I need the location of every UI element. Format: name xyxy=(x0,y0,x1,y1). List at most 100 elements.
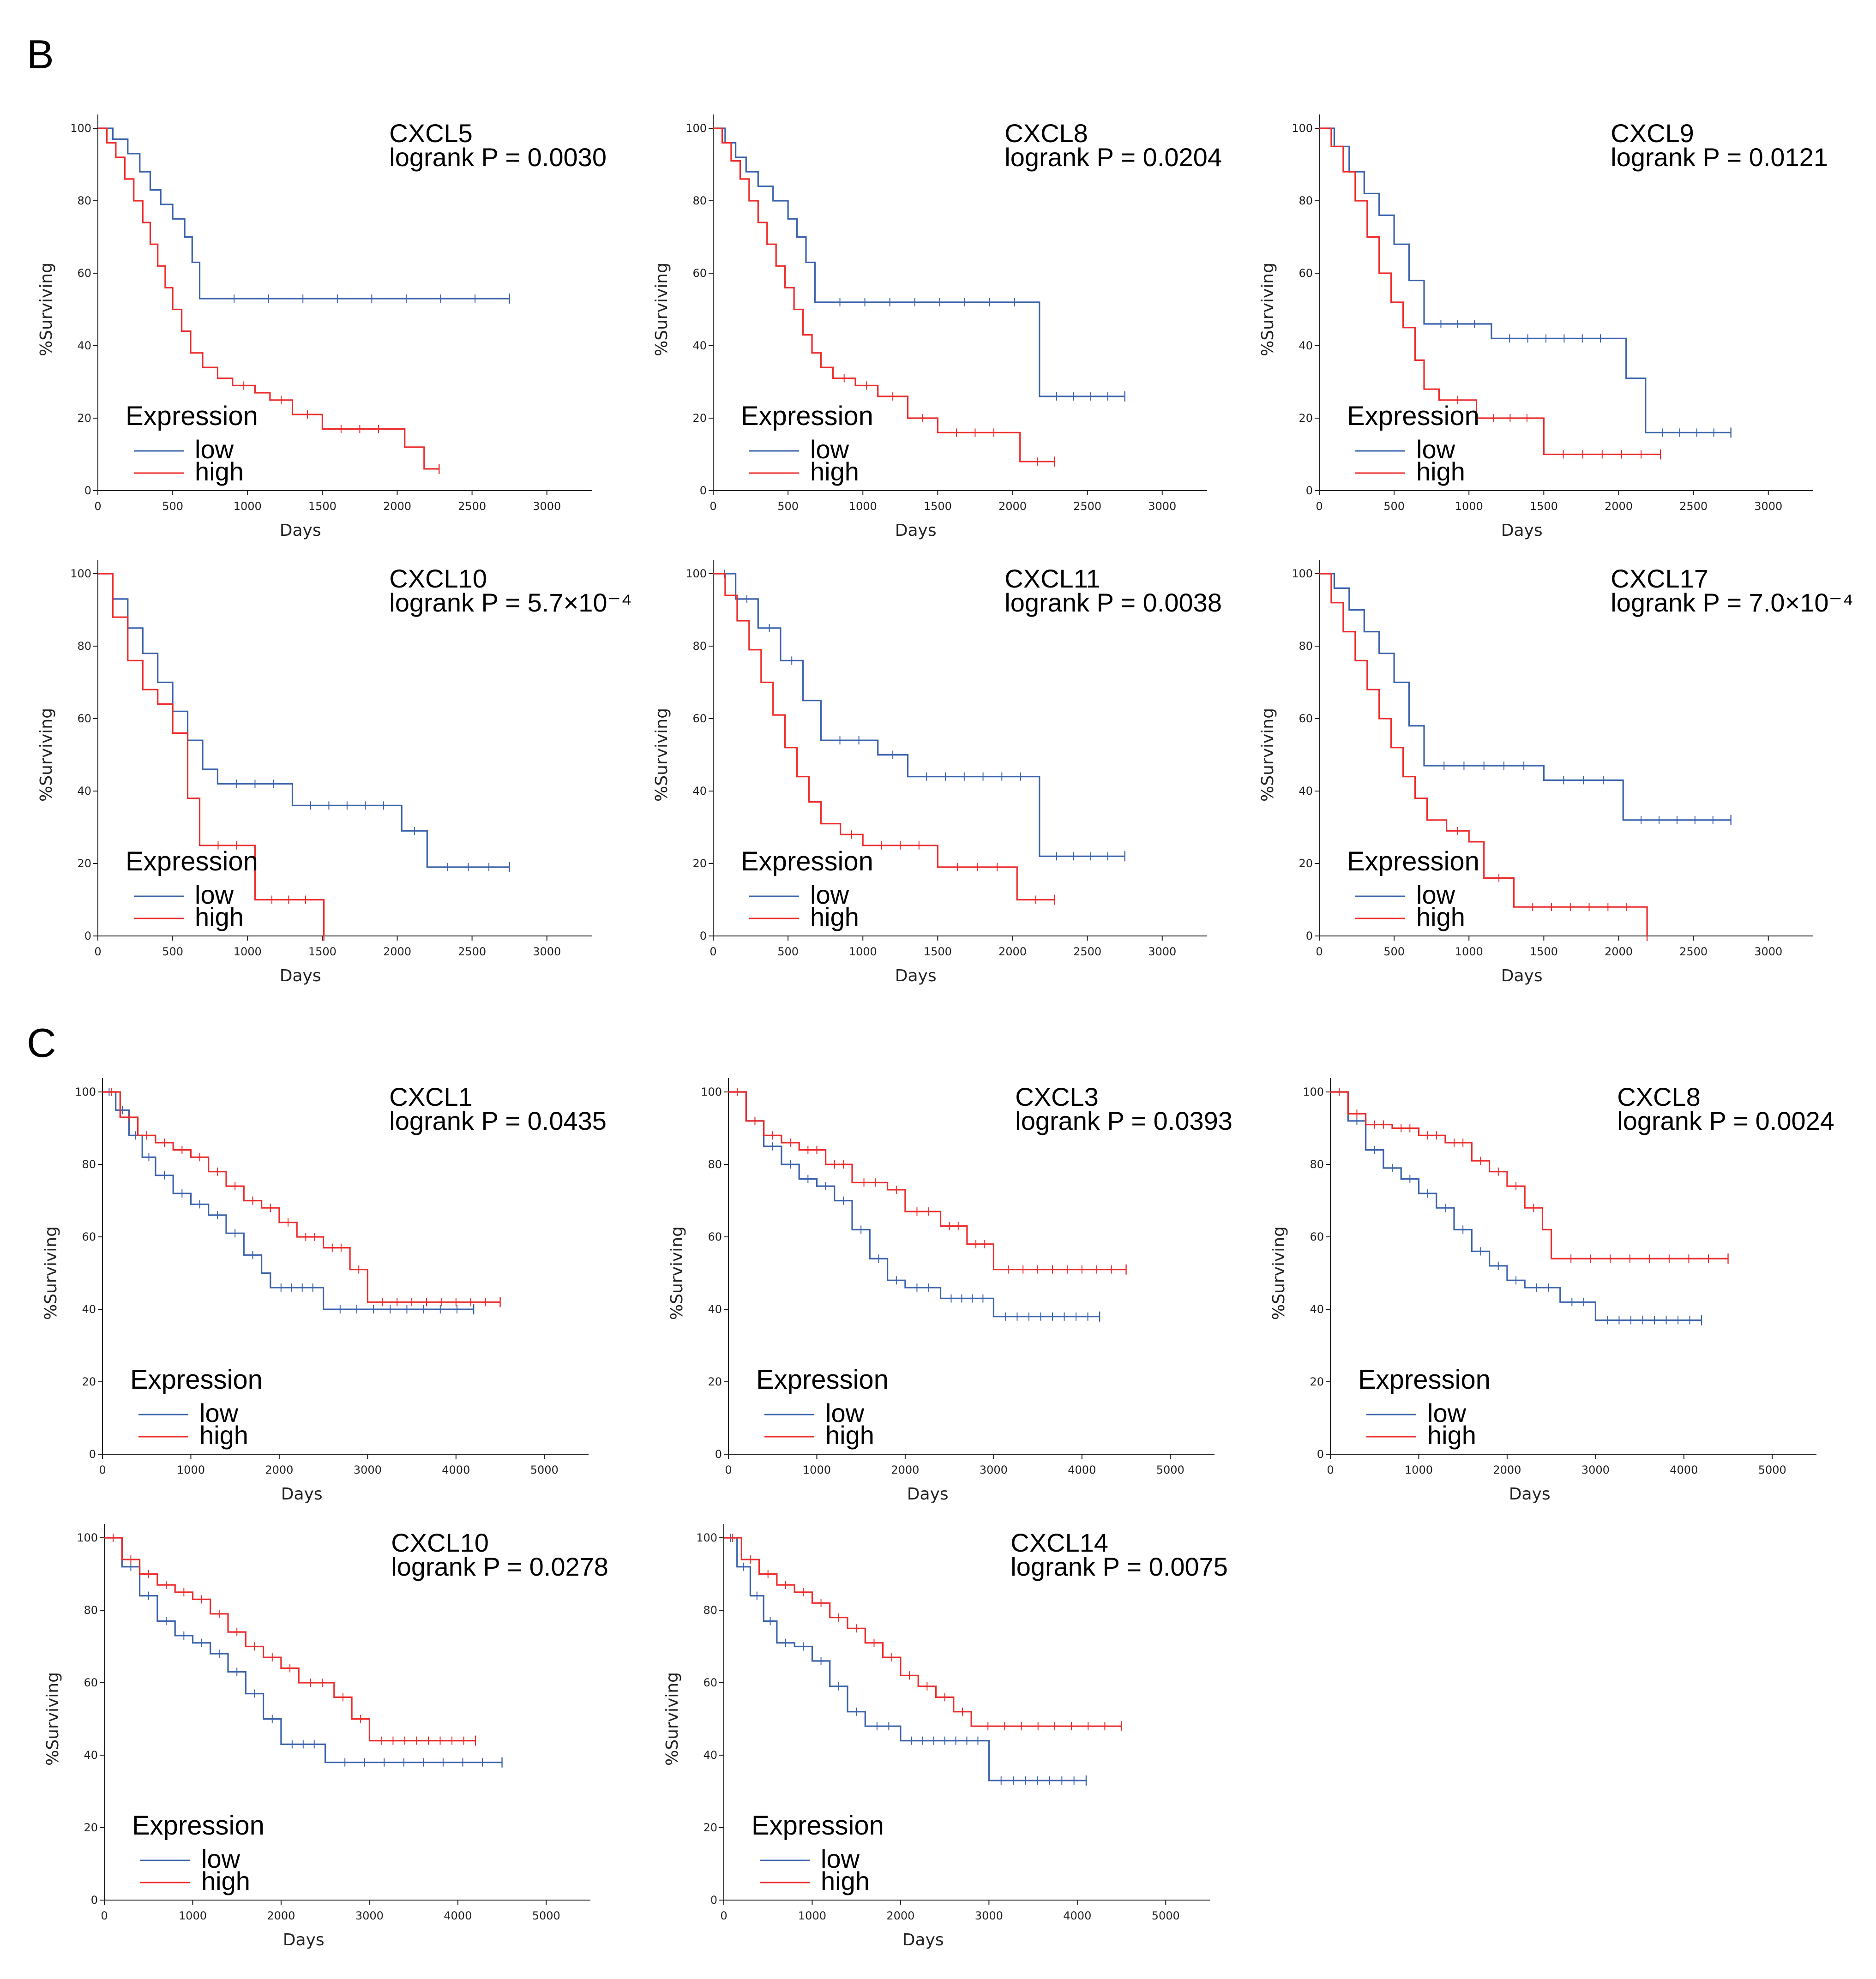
x-tick-label: 2000 xyxy=(383,500,411,513)
legend-label-high: high xyxy=(810,457,859,486)
y-tick-label: 20 xyxy=(84,1821,98,1834)
y-tick-label: 100 xyxy=(70,122,91,135)
legend-title: Expression xyxy=(741,401,873,431)
x-tick-label: 2000 xyxy=(267,1909,295,1922)
legend-label-low: low xyxy=(201,1844,241,1873)
y-tick-label: 100 xyxy=(75,1085,96,1098)
y-tick-label: 40 xyxy=(1310,1303,1324,1316)
x-tick-label: 4000 xyxy=(1068,1463,1096,1476)
x-tick-label: 3000 xyxy=(1754,945,1782,958)
legend-label-low: low xyxy=(199,1398,239,1427)
y-tick-label: 0 xyxy=(84,484,91,497)
x-tick-label: 2000 xyxy=(1605,500,1633,513)
y-tick-label: 100 xyxy=(1303,1085,1324,1098)
gene-name: CXCL10 xyxy=(391,1528,489,1557)
logrank-pvalue: logrank P = 0.0038 xyxy=(1004,588,1222,617)
x-tick-label: 5000 xyxy=(1152,1909,1180,1922)
y-tick-label: 60 xyxy=(1310,1230,1324,1243)
y-tick-label: 40 xyxy=(77,339,91,352)
censor-marks-high xyxy=(1457,396,1661,460)
y-tick-label: 40 xyxy=(1299,339,1313,352)
y-tick-label: 60 xyxy=(77,267,91,280)
logrank-pvalue: logrank P = 0.0030 xyxy=(389,143,607,172)
x-tick-label: 0 xyxy=(710,945,716,958)
survival-curve-high xyxy=(98,127,439,470)
y-tick-label: 100 xyxy=(685,567,707,580)
y-axis-title: %Surviving xyxy=(37,263,56,356)
survival-curve-low xyxy=(713,573,1125,857)
survival-curve-high xyxy=(1319,127,1661,456)
x-tick-label: 1000 xyxy=(803,1463,831,1476)
x-tick-label: 2000 xyxy=(886,1909,914,1922)
survival-curve-high xyxy=(1330,1091,1728,1259)
survival-curve-low xyxy=(1319,127,1731,433)
panel-label-b: B xyxy=(27,31,54,77)
x-tick-label: 3000 xyxy=(1148,500,1176,513)
legend-label-low: low xyxy=(195,435,234,464)
x-tick-label: 500 xyxy=(162,500,183,513)
y-tick-label: 80 xyxy=(708,1158,722,1171)
y-tick-label: 0 xyxy=(715,1448,722,1461)
y-tick-label: 0 xyxy=(1306,484,1313,497)
censor-marks-high xyxy=(217,841,325,941)
legend-title: Expression xyxy=(132,1811,265,1841)
x-tick-label: 3000 xyxy=(533,500,561,513)
x-axis-title: Days xyxy=(895,966,937,985)
legend-label-high: high xyxy=(810,902,859,931)
censor-marks-low xyxy=(234,293,510,304)
legend-title: Expression xyxy=(1347,401,1479,431)
x-tick-label: 0 xyxy=(710,500,716,513)
gene-name: CXCL11 xyxy=(1004,564,1100,593)
x-axis-title: Days xyxy=(1501,966,1543,985)
y-axis-title: %Surviving xyxy=(1269,1226,1288,1320)
y-tick-label: 80 xyxy=(1310,1158,1324,1171)
logrank-pvalue: logrank P = 0.0204 xyxy=(1004,143,1222,172)
legend-title: Expression xyxy=(1358,1365,1491,1395)
x-tick-label: 5000 xyxy=(1758,1463,1786,1476)
x-tick-label: 2000 xyxy=(998,945,1027,958)
y-tick-label: 60 xyxy=(692,712,707,725)
censor-marks-low xyxy=(839,298,1125,402)
survival-curve-low xyxy=(1319,573,1731,821)
x-tick-label: 3000 xyxy=(1754,500,1782,513)
x-tick-label: 1500 xyxy=(1530,500,1558,513)
x-tick-label: 4000 xyxy=(442,1463,470,1476)
logrank-pvalue: logrank P = 0.0121 xyxy=(1611,143,1828,172)
survival-curve-low xyxy=(724,1537,1086,1781)
x-tick-label: 1000 xyxy=(849,500,877,513)
censor-marks-low xyxy=(235,780,510,872)
x-tick-label: 2500 xyxy=(458,500,486,513)
y-tick-label: 80 xyxy=(82,1158,96,1171)
y-axis-title: %Surviving xyxy=(37,708,56,802)
x-tick-label: 500 xyxy=(1383,500,1405,513)
y-axis-title: %Surviving xyxy=(1258,263,1277,356)
x-tick-label: 500 xyxy=(777,500,799,513)
censor-marks-low xyxy=(730,1534,1087,1786)
y-tick-label: 60 xyxy=(703,1676,717,1689)
censor-marks-high xyxy=(113,1534,476,1746)
y-axis-title: %Surviving xyxy=(652,708,671,802)
y-tick-label: 0 xyxy=(700,484,707,497)
x-tick-label: 1000 xyxy=(179,1909,207,1922)
x-tick-label: 3000 xyxy=(980,1463,1008,1476)
logrank-pvalue: logrank P = 0.0278 xyxy=(391,1552,608,1581)
y-tick-label: 40 xyxy=(708,1303,722,1316)
legend-label-high: high xyxy=(1416,902,1465,931)
y-tick-label: 0 xyxy=(91,1894,98,1907)
logrank-pvalue: logrank P = 0.0393 xyxy=(1015,1106,1233,1135)
legend-title: Expression xyxy=(126,846,258,876)
x-tick-label: 5000 xyxy=(1156,1463,1185,1476)
y-tick-label: 0 xyxy=(710,1894,717,1907)
x-tick-label: 1000 xyxy=(1455,945,1483,958)
censor-marks-high xyxy=(843,374,1055,467)
x-tick-label: 1500 xyxy=(1530,945,1558,958)
legend-label-low: low xyxy=(810,880,849,909)
y-tick-label: 0 xyxy=(89,1448,96,1461)
y-tick-label: 20 xyxy=(708,1375,722,1388)
x-tick-label: 1500 xyxy=(308,945,337,958)
gene-name: CXCL14 xyxy=(1010,1528,1108,1557)
